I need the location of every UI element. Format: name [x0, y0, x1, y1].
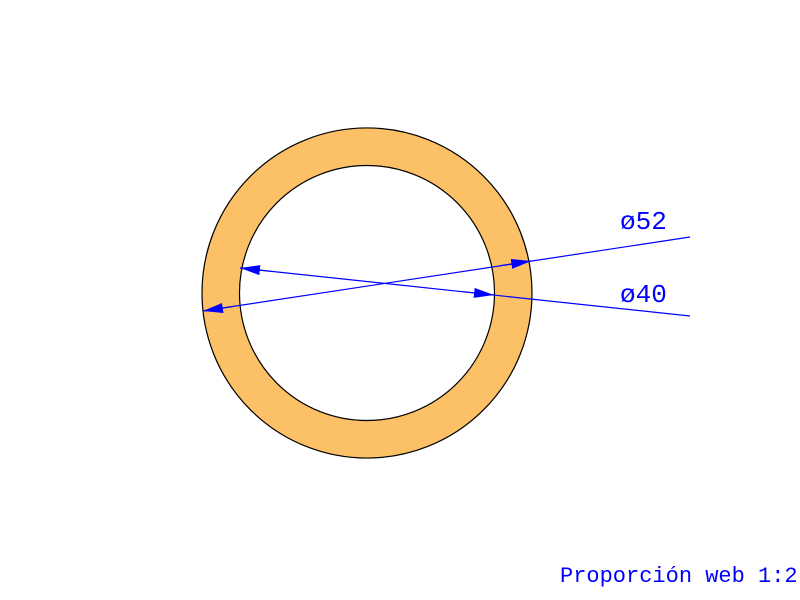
footer-scale-label: Proporción web 1:2 — [560, 564, 798, 589]
ring-profile — [202, 128, 532, 458]
dimension-inner-label: ø40 — [620, 280, 667, 310]
ring-shape — [202, 128, 532, 458]
dimension-inner-arrow-right — [463, 292, 494, 295]
dimension-outer-label: ø52 — [620, 207, 667, 237]
dimension-outer: ø52 — [203, 207, 690, 311]
dimension-inner-arrow-left — [240, 268, 271, 271]
technical-drawing: ø52 ø40 Proporción web 1:2 — [0, 0, 800, 600]
dimension-outer-line — [203, 237, 690, 311]
dimension-inner: ø40 — [240, 268, 690, 316]
